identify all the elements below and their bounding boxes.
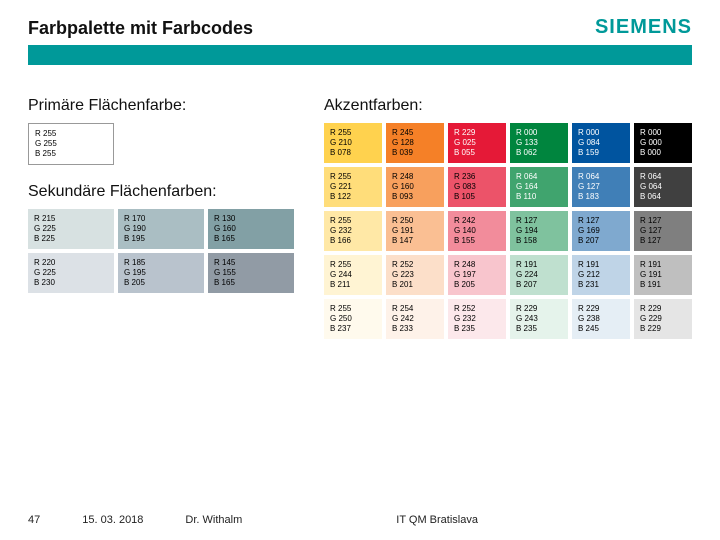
color-swatch: R 248G 197B 205 [448, 255, 506, 295]
primary-heading: Primäre Flächenfarbe: [28, 97, 294, 115]
color-swatch: R 255G 255B 255 [28, 123, 114, 165]
page-title: Farbpalette mit Farbcodes [28, 18, 692, 39]
color-swatch: R 236G 083B 105 [448, 167, 506, 207]
color-swatch: R 255G 232B 166 [324, 211, 382, 251]
color-swatch: R 215G 225B 225 [28, 209, 114, 249]
color-swatch: R 000G 133B 062 [510, 123, 568, 163]
color-swatch: R 145G 155B 165 [208, 253, 294, 293]
color-swatch: R 064G 127B 183 [572, 167, 630, 207]
color-swatch: R 127G 194B 158 [510, 211, 568, 251]
primary-grid: R 255G 255B 255 [28, 123, 294, 165]
color-swatch: R 130G 160B 165 [208, 209, 294, 249]
footer-author: Dr. Withalm [185, 514, 242, 526]
color-swatch: R 127G 127B 127 [634, 211, 692, 251]
footer: 47 15. 03. 2018 Dr. Withalm IT QM Bratis… [28, 514, 692, 526]
footer-date: 15. 03. 2018 [82, 514, 143, 526]
secondary-heading: Sekundäre Flächenfarben: [28, 183, 294, 201]
accent-grid: R 255G 210B 078R 245G 128B 039R 229G 025… [324, 123, 692, 339]
color-swatch: R 229G 229B 229 [634, 299, 692, 339]
color-swatch: R 229G 025B 055 [448, 123, 506, 163]
footer-page: 47 [28, 514, 40, 526]
color-swatch: R 252G 232B 235 [448, 299, 506, 339]
color-swatch: R 255G 221B 122 [324, 167, 382, 207]
color-swatch: R 248G 160B 093 [386, 167, 444, 207]
accent-heading: Akzentfarben: [324, 97, 692, 115]
color-swatch: R 220G 225B 230 [28, 253, 114, 293]
color-swatch: R 255G 250B 237 [324, 299, 382, 339]
color-swatch: R 255G 210B 078 [324, 123, 382, 163]
color-swatch: R 252G 223B 201 [386, 255, 444, 295]
color-swatch: R 242G 140B 155 [448, 211, 506, 251]
footer-center: IT QM Bratislava [284, 514, 590, 526]
color-swatch: R 250G 191B 147 [386, 211, 444, 251]
color-swatch: R 064G 164B 110 [510, 167, 568, 207]
siemens-logo: SIEMENS [595, 16, 692, 39]
color-swatch: R 255G 244B 211 [324, 255, 382, 295]
header-bar [28, 45, 692, 65]
color-swatch: R 245G 128B 039 [386, 123, 444, 163]
color-swatch: R 191G 212B 231 [572, 255, 630, 295]
color-swatch: R 064G 064B 064 [634, 167, 692, 207]
color-swatch: R 185G 195B 205 [118, 253, 204, 293]
color-swatch: R 191G 224B 207 [510, 255, 568, 295]
color-swatch: R 229G 238B 245 [572, 299, 630, 339]
color-swatch: R 229G 243B 235 [510, 299, 568, 339]
color-swatch: R 127G 169B 207 [572, 211, 630, 251]
color-swatch: R 254G 242B 233 [386, 299, 444, 339]
color-swatch: R 000G 084B 159 [572, 123, 630, 163]
color-swatch: R 170G 190B 195 [118, 209, 204, 249]
secondary-grid: R 215G 225B 225R 170G 190B 195R 130G 160… [28, 209, 294, 293]
color-swatch: R 000G 000B 000 [634, 123, 692, 163]
color-swatch: R 191G 191B 191 [634, 255, 692, 295]
